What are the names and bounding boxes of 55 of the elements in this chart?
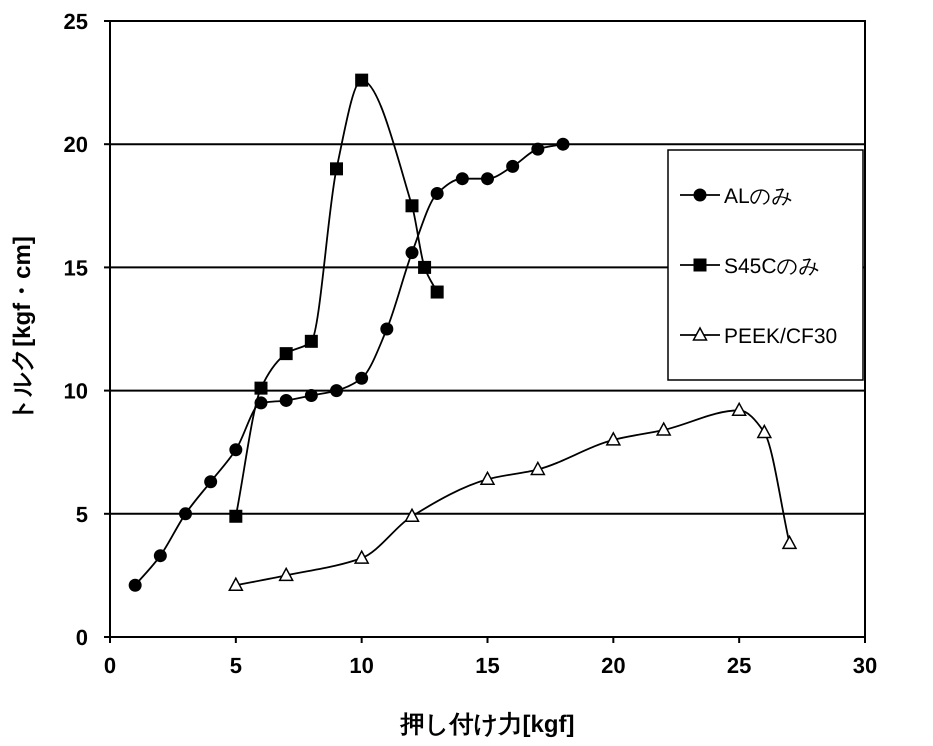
y-tick-label: 15 xyxy=(64,255,88,280)
point xyxy=(480,472,495,486)
point xyxy=(430,286,444,299)
y-tick-label: 10 xyxy=(64,378,88,404)
point xyxy=(556,138,570,151)
point xyxy=(354,550,369,564)
point xyxy=(430,186,444,200)
point xyxy=(406,246,418,260)
point xyxy=(418,260,432,274)
y-tick-label: 20 xyxy=(64,132,88,158)
point xyxy=(179,507,192,520)
legend-label: PEEK/CF30 xyxy=(724,325,838,348)
legend-label: S45Cのみ xyxy=(724,255,821,278)
point xyxy=(406,199,418,212)
y-axis-title: トルク[kgf・cm] xyxy=(9,236,36,422)
point xyxy=(128,578,142,592)
y-tick-label: 25 xyxy=(64,9,88,34)
point xyxy=(330,384,343,398)
legend-label: ALのみ xyxy=(724,185,794,208)
point xyxy=(304,389,318,402)
x-tick-label: 0 xyxy=(104,653,116,678)
point xyxy=(506,160,520,173)
point xyxy=(204,475,218,488)
point xyxy=(280,394,293,407)
x-tick-label: 10 xyxy=(349,653,374,678)
point xyxy=(355,372,368,385)
point xyxy=(254,382,268,395)
point xyxy=(304,334,318,348)
y-tick-label: 0 xyxy=(76,625,88,650)
point xyxy=(330,162,343,176)
point xyxy=(154,549,167,562)
point xyxy=(531,142,544,156)
x-tick-label: 30 xyxy=(852,653,878,678)
point xyxy=(656,422,671,436)
point xyxy=(530,462,546,476)
point xyxy=(229,510,242,523)
point xyxy=(229,443,242,456)
point xyxy=(228,578,244,592)
y-tick-label: 5 xyxy=(76,502,88,527)
point xyxy=(355,74,368,87)
point xyxy=(404,508,420,522)
point xyxy=(456,172,469,186)
x-tick-label: 15 xyxy=(475,653,500,678)
point xyxy=(732,402,746,416)
point xyxy=(280,347,293,360)
point xyxy=(278,568,294,582)
x-tick-label: 25 xyxy=(726,653,752,678)
point xyxy=(757,424,772,438)
x-axis-title: 押し付け力[kgf] xyxy=(400,711,574,738)
point xyxy=(606,432,621,446)
x-tick-label: 5 xyxy=(230,653,242,678)
point xyxy=(782,536,797,550)
x-tick-label: 20 xyxy=(601,653,626,678)
point xyxy=(380,322,394,336)
point xyxy=(481,172,494,186)
